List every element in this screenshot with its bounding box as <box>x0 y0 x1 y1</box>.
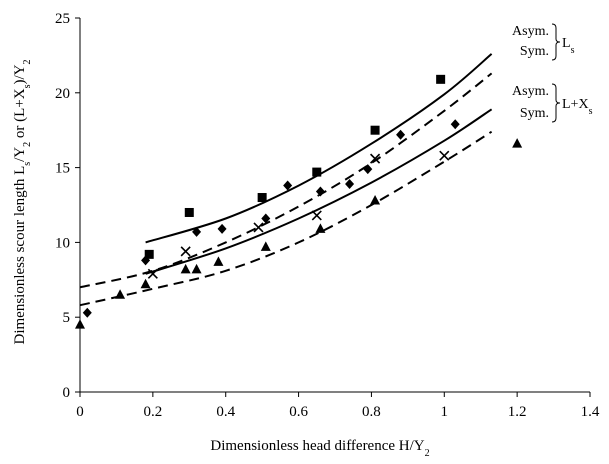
cross-marker <box>370 153 381 164</box>
y-tick-label: 5 <box>63 310 71 326</box>
diamond-marker <box>363 164 373 175</box>
solid-fit-curve-2 <box>145 108 493 275</box>
triangle-marker <box>140 278 151 289</box>
solid-fit-curve-0 <box>145 53 493 244</box>
x-tick-label: 1 <box>441 404 449 420</box>
diamond-marker <box>82 307 92 318</box>
diamond-marker <box>261 213 271 224</box>
ls-label: Ls <box>562 36 575 56</box>
diamond-marker <box>192 226 202 237</box>
x-axis-title: Dimensionless head difference H/Y2 <box>210 438 429 459</box>
x-tick-label: 0.6 <box>289 404 308 420</box>
dashed-fit-curve-3 <box>79 130 493 307</box>
x-tick-label: 0 <box>76 404 84 420</box>
y-tick-label: 20 <box>55 86 70 102</box>
y-tick-label: 10 <box>55 235 70 251</box>
x-tick-label: 0.4 <box>216 404 235 420</box>
x-tick-label: 0.2 <box>143 404 162 420</box>
data-markers <box>75 74 523 329</box>
cross-marker <box>180 246 191 257</box>
y-tick-label: 0 <box>63 385 71 401</box>
y-tick-label: 15 <box>55 161 70 177</box>
diamond-marker <box>315 186 325 197</box>
triangle-marker <box>315 223 326 233</box>
diamond-marker <box>217 223 227 234</box>
axes: 0 0.2 0.4 0.6 0.8 1 1.2 1.4 0 5 10 15 20 25 <box>55 11 600 420</box>
lxs-label: L+Xs <box>562 97 593 117</box>
x-tick-label: 1.2 <box>508 404 527 420</box>
square-marker <box>144 249 154 259</box>
cross-marker <box>439 150 450 161</box>
upper-asym-label: Asym. <box>512 24 549 39</box>
fitted-curves <box>79 53 493 307</box>
triangle-marker <box>512 138 523 148</box>
triangle-marker <box>370 195 381 205</box>
diamond-marker <box>450 119 460 130</box>
square-marker <box>436 74 446 84</box>
triangle-marker <box>115 289 126 299</box>
square-marker <box>370 125 380 135</box>
dashed-fit-curve-1 <box>79 72 493 289</box>
lower-sym-label: Sym. <box>520 106 549 121</box>
square-marker <box>257 193 267 203</box>
x-tick-label: 1.4 <box>581 404 600 420</box>
lower-asym-label: Asym. <box>512 84 549 99</box>
square-marker <box>184 207 194 217</box>
annotations: Asym. Sym. Ls Asym. Sym. L+Xs <box>512 23 593 123</box>
y-axis-title: Dimensionless scour length Ls/Y2 or (L+X… <box>12 60 33 345</box>
y-tick-label: 25 <box>55 11 70 27</box>
cross-marker <box>147 268 158 279</box>
square-marker <box>312 167 322 177</box>
diamond-marker <box>283 180 293 191</box>
upper-brace <box>551 23 561 61</box>
diamond-marker <box>396 129 406 140</box>
triangle-marker <box>75 319 85 329</box>
triangle-marker <box>260 241 271 251</box>
diamond-marker <box>141 255 151 266</box>
lower-brace <box>551 83 561 123</box>
cross-marker <box>311 210 322 221</box>
x-tick-label: 0.8 <box>362 404 381 420</box>
triangle-marker <box>213 256 224 266</box>
diamond-marker <box>345 179 355 190</box>
cross-marker <box>253 222 264 233</box>
triangle-marker <box>180 263 191 274</box>
upper-sym-label: Sym. <box>520 44 549 59</box>
triangle-marker <box>191 263 202 274</box>
